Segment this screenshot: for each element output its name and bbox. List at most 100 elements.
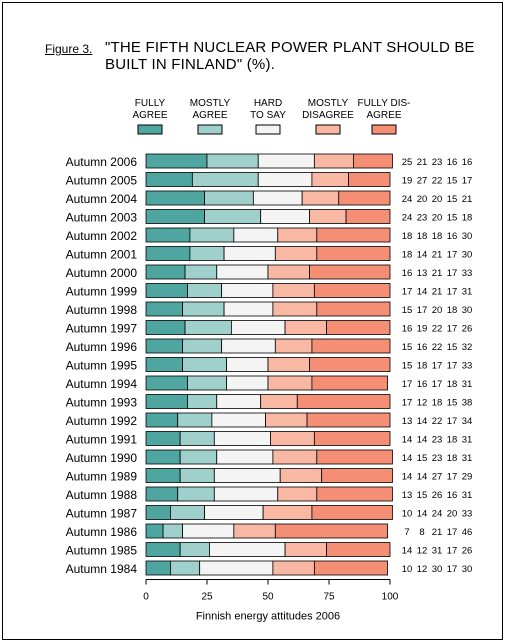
value-label: 26 (432, 490, 443, 501)
bar-segment (145, 375, 188, 391)
category-label: Autumn 2002 (66, 229, 138, 243)
legend-swatch (137, 124, 163, 135)
bar-segment (145, 153, 208, 169)
x-tick-label: 25 (201, 592, 213, 603)
value-label: 17 (447, 546, 458, 557)
bar-segment (162, 523, 184, 539)
value-label: 14 (402, 472, 413, 483)
bar-segment (233, 523, 276, 539)
x-tick-label: 100 (382, 592, 399, 603)
value-label: 17 (432, 379, 443, 390)
value-label: 10 (402, 564, 413, 575)
bar-segment (145, 431, 181, 446)
value-label: 12 (417, 564, 428, 575)
bar-segment (311, 505, 393, 520)
bar-segment (260, 394, 298, 409)
value-label: 17 (447, 564, 458, 575)
bar-segment (306, 412, 391, 428)
bar-segment (284, 542, 327, 557)
value-label: 20 (417, 194, 428, 205)
x-tick-label: 50 (262, 592, 274, 603)
bar-segment (311, 375, 388, 391)
bar-segment (326, 320, 391, 335)
bar-segment (211, 412, 266, 428)
value-label: 23 (432, 453, 443, 464)
value-label: 33 (462, 268, 473, 279)
legend-label-line2: TO SAY (250, 110, 286, 121)
bar-segment (179, 542, 210, 557)
value-label: 15 (447, 342, 458, 353)
bar-segment (252, 190, 303, 206)
value-label: 16 (402, 324, 413, 335)
value-label: 33 (462, 361, 473, 372)
value-label: 27 (432, 472, 443, 483)
value-label: 7 (404, 527, 409, 538)
bar-segment (145, 412, 179, 428)
value-label: 24 (402, 194, 413, 205)
value-label: 14 (417, 416, 428, 427)
value-label: 17 (447, 527, 458, 538)
bar-segment (257, 172, 313, 187)
bar-segment (267, 375, 313, 391)
value-label: 22 (432, 176, 443, 187)
value-label: 15 (402, 361, 413, 372)
bar-segment (309, 357, 391, 372)
value-label: 17 (402, 287, 413, 298)
value-label: 18 (447, 453, 458, 464)
category-label: Autumn 1995 (66, 359, 138, 373)
value-label: 24 (402, 213, 413, 224)
value-label: 14 (417, 435, 428, 446)
bar-segment (316, 227, 391, 243)
value-label: 16 (417, 342, 428, 353)
category-label: Autumn 1992 (66, 414, 138, 428)
bar-segment (223, 246, 276, 261)
bar-segment (145, 560, 171, 576)
value-label: 32 (462, 342, 473, 353)
value-label: 31 (462, 435, 473, 446)
bar-segment (145, 172, 193, 187)
bar-segment (187, 283, 223, 298)
bar-segment (184, 320, 232, 335)
bar-segment (313, 560, 388, 576)
value-label: 21 (462, 194, 473, 205)
bar-segment (204, 505, 264, 520)
value-label: 31 (462, 287, 473, 298)
bar-segment (191, 172, 259, 187)
category-label: Autumn 1986 (66, 525, 138, 539)
bar-segment (145, 394, 188, 409)
bar-segment (311, 172, 349, 187)
bar-segment (206, 153, 259, 169)
value-label: 30 (462, 564, 473, 575)
bar-segment (230, 320, 286, 335)
bar-segment (189, 227, 235, 243)
category-label: Autumn 2006 (66, 155, 138, 169)
bar-segment (309, 264, 391, 280)
value-label: 18 (432, 398, 443, 409)
value-label: 20 (432, 213, 443, 224)
value-label: 15 (417, 453, 428, 464)
bar-segment (262, 505, 313, 520)
value-label: 19 (417, 324, 428, 335)
value-label: 14 (402, 435, 413, 446)
bar-segment (145, 486, 179, 502)
category-label: Autumn 1998 (66, 303, 138, 317)
bar-segment (226, 375, 269, 391)
bar-segment (274, 338, 313, 354)
value-label: 12 (417, 398, 428, 409)
legend-label-line2: AGREE (132, 110, 167, 121)
bar-segment (179, 431, 215, 446)
category-label: Autumn 1996 (66, 340, 138, 354)
value-label: 18 (402, 250, 413, 261)
category-label: Autumn 2005 (66, 174, 138, 188)
bar-segment (145, 468, 181, 483)
bar-segment (182, 301, 225, 317)
bar-segment (301, 190, 340, 206)
bar-segment (145, 301, 183, 317)
value-label: 31 (432, 546, 443, 557)
value-label: 26 (462, 546, 473, 557)
value-label: 18 (402, 231, 413, 242)
bar-segment (199, 560, 274, 576)
value-label: 22 (432, 416, 443, 427)
value-label: 30 (462, 231, 473, 242)
value-label: 17 (402, 379, 413, 390)
